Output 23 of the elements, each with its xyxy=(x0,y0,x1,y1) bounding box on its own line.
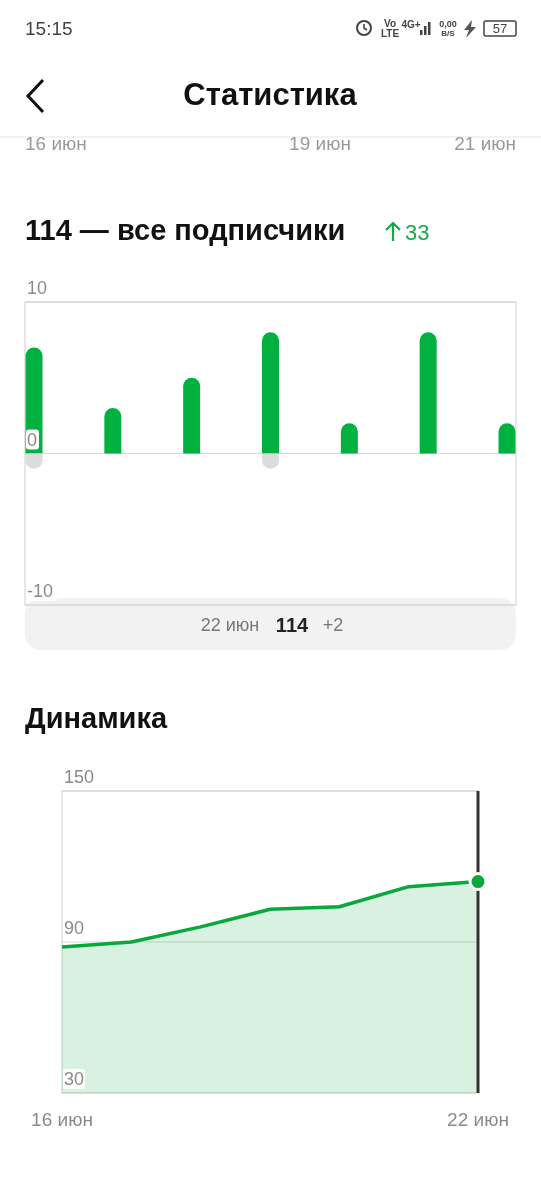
text: 4G+ xyxy=(401,19,421,30)
text: 114 xyxy=(275,614,310,636)
text: Статистика xyxy=(183,77,358,112)
y-tick-label: 0 xyxy=(27,429,38,450)
y-tick-label: -10 xyxy=(27,581,54,601)
text: 15:15 xyxy=(25,18,73,39)
y-tick-label: 90 xyxy=(64,918,85,938)
text: 22 июн xyxy=(200,615,260,635)
chart-title: Динамика xyxy=(25,702,168,734)
text: +2 xyxy=(322,615,344,635)
text: 0,00 xyxy=(439,19,457,29)
text: LTE xyxy=(380,28,400,39)
text: 21 июн xyxy=(454,133,516,154)
text: B/S xyxy=(441,29,456,38)
chart-title: 114 — все подписчики xyxy=(25,214,346,246)
text: Vo xyxy=(383,18,397,29)
text: 16 июн xyxy=(25,133,87,154)
chart-subtitle: 33 xyxy=(405,220,430,245)
text: 19 июн xyxy=(289,133,351,154)
y-tick-label: 150 xyxy=(64,767,95,787)
y-tick-label: 10 xyxy=(27,278,48,298)
text: 57 xyxy=(492,21,508,36)
y-tick-label: 30 xyxy=(64,1069,85,1089)
